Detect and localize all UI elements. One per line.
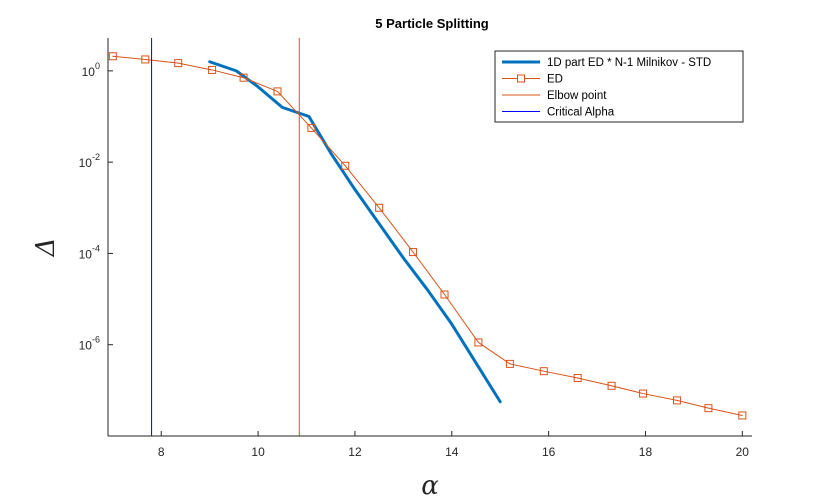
legend-entries: 1D part ED * N-1 Milnikov - STD ED Elbow p… (502, 57, 711, 119)
y-tick-exponent: -4 (92, 243, 100, 253)
legend: 1D part ED * N-1 Milnikov - STD ED Elbow p… (494, 50, 744, 123)
y-tick-label: 10-6 (79, 335, 100, 353)
series-1-marker (174, 59, 183, 68)
legend-label-3: Critical Alpha (547, 107, 615, 119)
x-tick-label: 10 (251, 445, 265, 459)
series-1-marker (505, 359, 514, 368)
series-1-marker (341, 161, 350, 170)
x-tick-label: 18 (639, 445, 653, 459)
y-tick-base: 10 (79, 247, 93, 261)
y-tick-label: 10-2 (79, 152, 100, 170)
series-1-marker (607, 381, 616, 390)
series-1-marker (307, 123, 316, 132)
series-1-marker (738, 411, 747, 420)
series-1-marker (704, 404, 713, 413)
y-tick-base: 10 (79, 156, 93, 170)
series-1-marker (440, 290, 449, 299)
series-1-marker (573, 374, 582, 383)
y-axis-label: Δ (31, 238, 61, 258)
y-tick-base: 10 (79, 339, 93, 353)
series-1-marker (639, 389, 648, 398)
x-tick-label: 8 (158, 445, 165, 459)
y-tick-exponent: -2 (92, 152, 100, 162)
series-layer (108, 38, 747, 436)
series-1-marker (539, 367, 548, 376)
legend-label-0: 1D part ED * N-1 Milnikov - STD (547, 57, 711, 69)
series-1-marker (409, 248, 418, 257)
y-tick-label: 100 (82, 61, 100, 79)
x-tick-label: 16 (542, 445, 556, 459)
series-1-marker (239, 73, 248, 82)
series-1-marker (273, 87, 282, 96)
series-1-marker (141, 55, 150, 64)
y-tick-exponent: 0 (95, 61, 100, 71)
chart-title: 5 Particle Splitting (375, 16, 488, 31)
series-1-marker (208, 65, 217, 74)
x-tick-label: 20 (736, 445, 750, 459)
x-tick-label: 14 (445, 445, 459, 459)
x-axis-label: α (421, 471, 439, 500)
y-tick-label: 10-4 (79, 243, 100, 261)
legend-marker-1 (517, 74, 525, 83)
series-1-marker (108, 52, 117, 61)
series-1-marker (375, 203, 384, 212)
series-line-1 (112, 55, 743, 416)
plot-area (108, 38, 747, 436)
legend-label-2: Elbow point (547, 90, 607, 102)
y-tick-base: 10 (82, 65, 96, 79)
series-line-0 (208, 60, 502, 404)
x-tick-label: 12 (348, 445, 362, 459)
y-tick-exponent: -6 (92, 335, 100, 345)
series-1-marker (672, 396, 681, 405)
legend-label-1: ED (547, 74, 563, 86)
x-ticks: 8 10 12 14 16 18 20 (158, 431, 749, 459)
series-1-marker (474, 338, 483, 347)
